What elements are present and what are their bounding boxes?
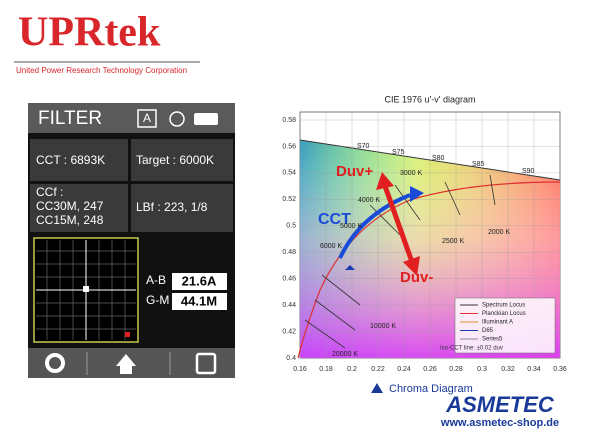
y-tick-label: 0.42 bbox=[282, 328, 296, 335]
legend-label: Spectrum Locus bbox=[482, 303, 525, 309]
gm-label: G-M bbox=[146, 293, 169, 307]
duv-arrow bbox=[382, 185, 415, 263]
gm-box bbox=[172, 293, 227, 310]
cct-label: 2500 K bbox=[442, 238, 465, 245]
icon-battery bbox=[194, 113, 218, 125]
cell bbox=[131, 139, 233, 181]
y-tick-label: 0.46 bbox=[282, 276, 296, 283]
cct: CCT : 6893K bbox=[36, 153, 105, 167]
legend-label: Planckian Locus bbox=[482, 311, 526, 317]
cct-label: 5000 K bbox=[340, 223, 363, 230]
brand-url: www.asmetec-shop.de bbox=[440, 417, 559, 429]
cct-label: CCT bbox=[318, 211, 351, 228]
ab-label: A-B bbox=[146, 273, 166, 287]
cct-label: 10000 K bbox=[370, 323, 396, 330]
iso-cct-line bbox=[394, 184, 421, 221]
ab-value: 21.6A bbox=[182, 273, 217, 288]
icon-settings[interactable] bbox=[45, 353, 65, 373]
header-text: FILTER bbox=[38, 108, 102, 129]
planckian-locus bbox=[297, 181, 561, 359]
duv-minus: Duv- bbox=[400, 269, 433, 286]
iso-cct-line bbox=[314, 299, 356, 331]
cct-arrow bbox=[338, 193, 411, 259]
iso-cct-line bbox=[321, 274, 361, 306]
y-tick-label: 0.54 bbox=[282, 170, 296, 177]
duv-label: S70 bbox=[357, 143, 370, 150]
legend-label: D65 bbox=[482, 328, 494, 334]
y-tick-label: 0.52 bbox=[282, 196, 296, 203]
icon-label: A bbox=[143, 111, 151, 125]
x-tick-label: 0.2 bbox=[347, 366, 357, 373]
icon-home[interactable] bbox=[116, 354, 136, 374]
brand: ASMETEC bbox=[445, 392, 555, 417]
x-tick-label: 0.32 bbox=[501, 366, 515, 373]
iso-cct-line bbox=[304, 319, 346, 349]
cell bbox=[131, 184, 233, 232]
d65-marker bbox=[345, 265, 355, 270]
point bbox=[125, 332, 130, 337]
y-tick-label: 0.4 bbox=[286, 355, 296, 362]
y-tick-label: 0.56 bbox=[282, 143, 296, 150]
legend-label: Illuminant A bbox=[482, 320, 513, 326]
y-tick-label: 0.5 bbox=[286, 223, 296, 230]
iso-note: Iso-CCT line: ±0.02 duv bbox=[440, 346, 503, 352]
target: Target : 6000K bbox=[136, 153, 214, 167]
arrowhead bbox=[403, 256, 420, 276]
duv-label: S90 bbox=[522, 168, 535, 175]
gm-value: 44.1M bbox=[181, 293, 217, 308]
lbf: LBf : 223, 1/8 bbox=[136, 200, 208, 214]
icon-target bbox=[169, 111, 185, 127]
ccf: CC30M, 247 bbox=[36, 199, 104, 213]
x-tick-label: 0.34 bbox=[527, 366, 541, 373]
caption: Chroma Diagram bbox=[389, 383, 473, 395]
legend-label: Series5 bbox=[482, 337, 503, 343]
diagram-title: CIE 1976 u'-v' diagram bbox=[385, 94, 476, 104]
x-tick-label: 0.26 bbox=[423, 366, 437, 373]
y-tick-label: 0.58 bbox=[282, 117, 296, 124]
y-tick-label: 0.44 bbox=[282, 302, 296, 309]
iso-cct-line bbox=[444, 181, 461, 216]
logo: UPRtek bbox=[18, 10, 161, 56]
icon-save[interactable] bbox=[195, 352, 217, 375]
cct-label: 6000 K bbox=[320, 243, 343, 250]
duv-plus: Duv+ bbox=[336, 163, 373, 180]
x-tick-label: 0.36 bbox=[553, 366, 567, 373]
x-tick-label: 0.28 bbox=[449, 366, 463, 373]
x-tick-label: 0.24 bbox=[397, 366, 411, 373]
cct-label: 4000 K bbox=[358, 197, 381, 204]
legend bbox=[454, 297, 556, 354]
ccf: CCf : bbox=[36, 185, 63, 199]
y-tick-label: 0.48 bbox=[282, 249, 296, 256]
device: FILTER A CCT : 6893K Target : 6000K CCf … bbox=[28, 103, 235, 378]
x-tick-label: 0.3 bbox=[477, 366, 487, 373]
cct-label: 3000 K bbox=[400, 170, 423, 177]
x-tick-label: 0.16 bbox=[293, 366, 307, 373]
cct-label: 20000 K bbox=[332, 351, 358, 358]
x-tick-label: 0.18 bbox=[319, 366, 333, 373]
caption-icon bbox=[371, 383, 383, 393]
duv-label: S75 bbox=[392, 149, 405, 156]
point bbox=[83, 286, 89, 292]
tagline: United Power Research Technology Corpora… bbox=[16, 66, 187, 75]
arrowhead bbox=[410, 186, 424, 202]
duv-label: S85 bbox=[472, 161, 485, 168]
ccf: CC15M, 248 bbox=[36, 213, 104, 227]
ab-box bbox=[172, 273, 227, 290]
arrowhead bbox=[376, 172, 394, 190]
duv-label: S80 bbox=[432, 155, 445, 162]
x-tick-label: 0.22 bbox=[371, 366, 385, 373]
iso-cct-line bbox=[489, 174, 496, 206]
cell bbox=[30, 184, 128, 232]
icon-box bbox=[137, 109, 157, 128]
cct-label: 2000 K bbox=[488, 229, 511, 236]
cell bbox=[30, 139, 128, 181]
iso-cct-line bbox=[369, 204, 401, 236]
